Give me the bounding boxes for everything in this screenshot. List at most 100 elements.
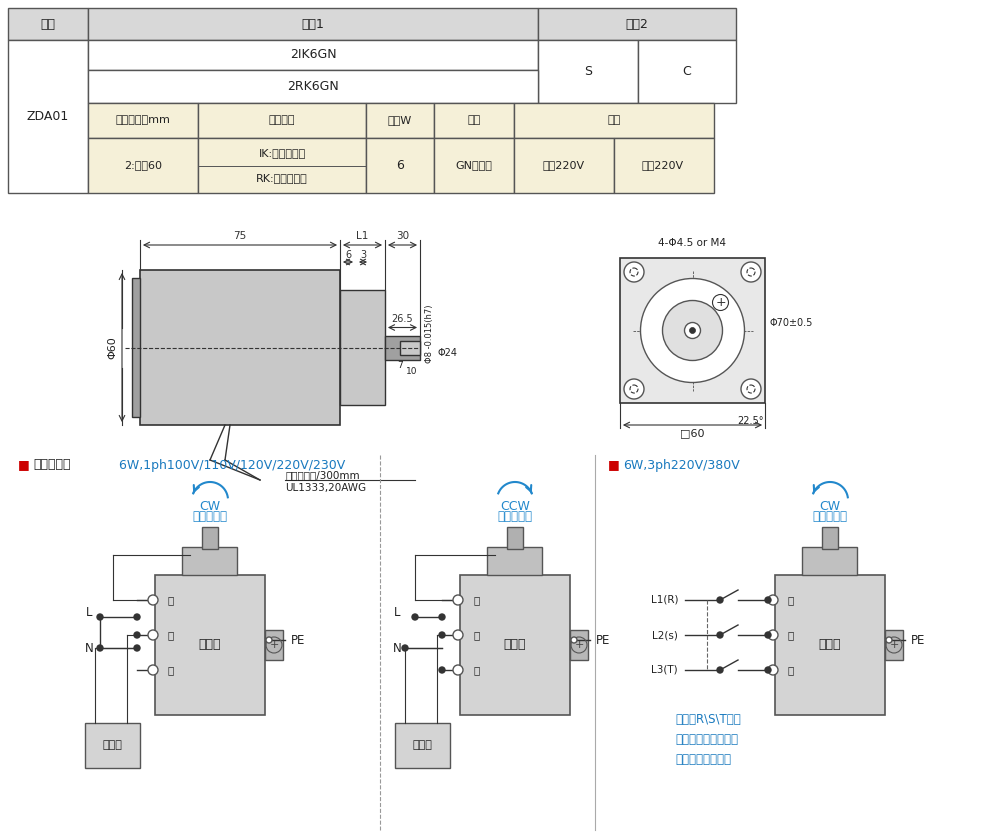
Text: 电动机: 电动机 [198,638,221,651]
Bar [460,575,570,715]
Text: L1(R): L1(R) [651,595,678,605]
Bar [182,547,237,575]
Bar [514,103,714,138]
Bar [538,8,736,40]
Text: CCW: CCW [500,499,530,513]
Text: 规格1: 规格1 [302,17,324,31]
Text: 电动机尺寸mm: 电动机尺寸mm [115,116,171,126]
Text: 2IK6GN: 2IK6GN [290,48,336,62]
Circle shape [741,379,761,399]
Bar [85,723,140,768]
Text: +: + [715,296,726,309]
Circle shape [439,667,445,673]
Text: +: + [574,640,583,650]
Text: 26.5: 26.5 [392,314,414,324]
Circle shape [717,597,723,603]
Circle shape [97,645,103,651]
Text: N: N [84,641,93,655]
Circle shape [439,632,445,638]
Circle shape [453,595,463,605]
Circle shape [412,614,418,620]
Bar [88,70,538,103]
Bar [88,8,538,40]
Bar [366,103,434,138]
Text: PE: PE [291,633,306,646]
Text: 蓝: 蓝 [788,630,795,640]
Text: CW: CW [819,499,840,513]
Bar [400,340,420,354]
Text: 黑: 黑 [788,595,795,605]
Text: 电容器: 电容器 [412,740,432,750]
Text: UL1333,20AWG: UL1333,20AWG [285,483,366,493]
Text: +: + [889,640,899,650]
Circle shape [148,665,158,675]
Text: PE: PE [596,633,610,646]
Text: 若对换R\S\T中任
意二条，电动机会作
逆时针方向运转。: 若对换R\S\T中任 意二条，电动机会作 逆时针方向运转。 [675,713,741,766]
Bar [88,138,198,193]
Circle shape [717,632,723,638]
Text: ■: ■ [608,458,620,472]
Text: Φ60: Φ60 [107,336,117,359]
Bar [8,8,88,40]
Circle shape [765,632,771,638]
Circle shape [768,630,778,640]
Circle shape [768,665,778,675]
Bar [140,270,340,425]
Text: C: C [682,65,691,78]
Text: 蓝: 蓝 [168,595,175,605]
Text: 类型名称: 类型名称 [269,116,296,126]
Bar [802,547,857,575]
Circle shape [741,262,761,282]
Circle shape [134,632,140,638]
Circle shape [439,614,445,620]
Bar [434,138,514,193]
Text: CW: CW [199,499,220,513]
Text: RK:可逆电动机: RK:可逆电动机 [256,173,308,183]
Circle shape [134,645,140,651]
Text: 接线示意图: 接线示意图 [33,458,70,472]
Text: N: N [393,641,402,655]
Bar [538,40,638,103]
Text: Φ24: Φ24 [438,348,458,358]
Text: 电动机导线/300mm: 电动机导线/300mm [285,470,360,480]
Text: 白: 白 [788,665,795,675]
Bar [514,138,614,193]
Text: L1: L1 [356,231,369,241]
Text: 代码: 代码 [41,17,56,31]
Text: □60: □60 [681,428,704,438]
Text: IK:感应电动机: IK:感应电动机 [258,148,306,158]
Circle shape [717,667,723,673]
Text: 红: 红 [168,665,175,675]
Circle shape [134,614,140,620]
Text: S: S [584,65,592,78]
Bar [775,575,885,715]
Circle shape [266,637,272,643]
Bar [198,138,366,193]
Text: 4-Φ4.5 or M4: 4-Φ4.5 or M4 [659,238,726,248]
Circle shape [624,379,644,399]
Text: L3(T): L3(T) [652,665,678,675]
Text: 轴类: 轴类 [467,116,481,126]
Bar [202,527,218,549]
Bar [434,103,514,138]
Bar [155,575,265,715]
Text: 6W,1ph100V/110V/120V/220V/230V: 6W,1ph100V/110V/120V/220V/230V [115,458,345,472]
Text: 逆时针方向: 逆时针方向 [498,511,533,523]
Bar [385,335,420,359]
Text: 白: 白 [473,630,479,640]
Bar [507,527,523,549]
Text: 电动机: 电动机 [504,638,526,651]
Text: 红: 红 [473,665,479,675]
Text: 7: 7 [397,361,403,370]
Circle shape [624,262,644,282]
Text: 单相220V: 单相220V [642,161,684,171]
Text: 2:表示60: 2:表示60 [124,161,162,171]
Text: ZDA01: ZDA01 [27,110,69,123]
Text: Φ70±0.5: Φ70±0.5 [770,318,813,328]
Bar [620,258,765,403]
Circle shape [453,630,463,640]
Bar [885,630,903,660]
Bar [614,138,714,193]
Text: 6W,3ph220V/380V: 6W,3ph220V/380V [623,458,740,472]
Text: 30: 30 [396,231,409,241]
